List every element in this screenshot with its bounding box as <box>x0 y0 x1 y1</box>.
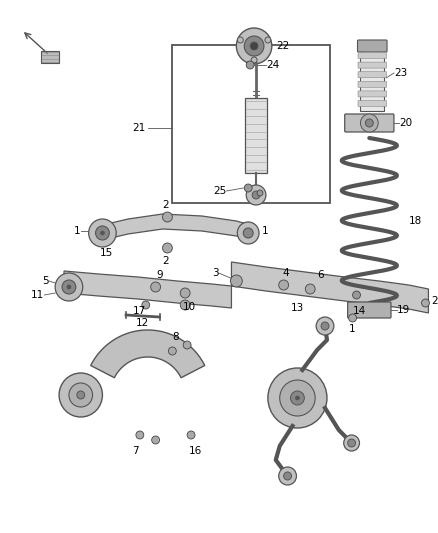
Circle shape <box>279 467 297 485</box>
FancyBboxPatch shape <box>358 91 387 97</box>
Circle shape <box>237 28 272 64</box>
FancyBboxPatch shape <box>348 302 391 318</box>
Text: 21: 21 <box>133 123 146 133</box>
Circle shape <box>251 57 257 63</box>
Circle shape <box>349 314 357 322</box>
Text: 25: 25 <box>213 186 226 196</box>
Text: 3: 3 <box>212 268 219 278</box>
Circle shape <box>246 185 266 205</box>
Text: 2: 2 <box>431 296 438 306</box>
FancyBboxPatch shape <box>358 101 387 107</box>
Circle shape <box>250 42 258 50</box>
Circle shape <box>237 222 259 244</box>
Text: 1: 1 <box>74 226 81 236</box>
Circle shape <box>280 380 315 416</box>
Circle shape <box>316 317 334 335</box>
FancyBboxPatch shape <box>358 82 387 87</box>
FancyBboxPatch shape <box>245 98 267 173</box>
Circle shape <box>59 373 102 417</box>
Text: 22: 22 <box>276 41 289 51</box>
FancyBboxPatch shape <box>357 40 387 52</box>
Text: 6: 6 <box>317 270 324 280</box>
Circle shape <box>88 219 116 247</box>
Circle shape <box>290 391 304 405</box>
Text: 11: 11 <box>31 290 44 300</box>
Text: 20: 20 <box>399 118 412 128</box>
Circle shape <box>230 275 242 287</box>
Circle shape <box>95 226 110 240</box>
Circle shape <box>183 341 191 349</box>
FancyBboxPatch shape <box>358 52 387 59</box>
Text: 2: 2 <box>162 200 169 210</box>
Text: 24: 24 <box>266 60 279 70</box>
Text: 7: 7 <box>133 446 139 456</box>
Circle shape <box>244 184 252 192</box>
Text: 5: 5 <box>42 276 49 286</box>
FancyBboxPatch shape <box>345 114 394 132</box>
Circle shape <box>246 61 254 69</box>
Circle shape <box>305 284 315 294</box>
Circle shape <box>151 282 161 292</box>
Text: 10: 10 <box>183 302 196 312</box>
Text: 23: 23 <box>394 68 407 78</box>
Circle shape <box>169 347 176 355</box>
Bar <box>360 51 384 111</box>
Text: 17: 17 <box>133 306 146 316</box>
Circle shape <box>162 212 173 222</box>
Circle shape <box>55 273 83 301</box>
Circle shape <box>344 435 360 451</box>
Circle shape <box>152 436 159 444</box>
Circle shape <box>265 37 271 43</box>
Text: 12: 12 <box>136 318 149 328</box>
Circle shape <box>180 288 190 298</box>
Circle shape <box>421 299 429 307</box>
Text: 4: 4 <box>283 268 289 278</box>
Polygon shape <box>64 271 231 308</box>
FancyBboxPatch shape <box>358 62 387 68</box>
Text: 1: 1 <box>262 226 268 236</box>
Circle shape <box>365 119 373 127</box>
Circle shape <box>100 231 104 235</box>
FancyBboxPatch shape <box>41 51 59 63</box>
Text: 16: 16 <box>188 446 201 456</box>
Text: 14: 14 <box>353 306 366 316</box>
Circle shape <box>136 431 144 439</box>
Circle shape <box>162 243 173 253</box>
Circle shape <box>268 368 327 428</box>
Circle shape <box>321 322 329 330</box>
Circle shape <box>142 301 150 309</box>
Circle shape <box>252 191 260 199</box>
Text: 2: 2 <box>162 256 169 266</box>
Text: 8: 8 <box>172 332 179 342</box>
FancyBboxPatch shape <box>358 72 387 78</box>
Circle shape <box>257 190 263 196</box>
Circle shape <box>62 280 76 294</box>
Circle shape <box>243 228 253 238</box>
Polygon shape <box>231 262 428 313</box>
Circle shape <box>348 439 356 447</box>
Text: 13: 13 <box>291 303 304 313</box>
Text: 1: 1 <box>349 324 356 334</box>
Circle shape <box>237 37 243 43</box>
Circle shape <box>279 280 289 290</box>
Text: 19: 19 <box>397 305 410 315</box>
Circle shape <box>180 300 190 310</box>
Text: 9: 9 <box>156 270 163 280</box>
Bar <box>173 45 330 203</box>
Text: 15: 15 <box>100 248 113 258</box>
Polygon shape <box>99 214 254 241</box>
Text: 18: 18 <box>409 216 422 226</box>
Circle shape <box>69 383 92 407</box>
Circle shape <box>244 36 264 56</box>
Circle shape <box>296 396 300 400</box>
Circle shape <box>353 291 360 299</box>
Circle shape <box>284 472 292 480</box>
Circle shape <box>187 431 195 439</box>
Circle shape <box>77 391 85 399</box>
Polygon shape <box>91 330 205 378</box>
Circle shape <box>360 114 378 132</box>
Circle shape <box>67 285 71 289</box>
